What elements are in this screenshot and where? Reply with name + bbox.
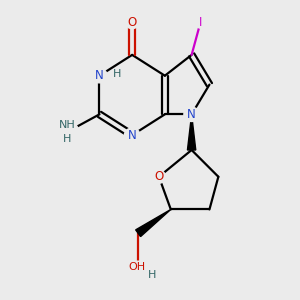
Polygon shape — [136, 209, 171, 237]
Text: N: N — [128, 129, 136, 142]
Text: OH: OH — [128, 262, 145, 272]
Text: H: H — [148, 270, 157, 280]
Text: N: N — [95, 69, 104, 82]
Polygon shape — [188, 114, 196, 150]
Text: H: H — [63, 134, 71, 144]
Text: O: O — [128, 16, 137, 29]
Text: O: O — [154, 170, 164, 183]
Ellipse shape — [92, 69, 107, 83]
Ellipse shape — [55, 121, 79, 143]
Ellipse shape — [126, 16, 139, 29]
Text: N: N — [187, 108, 196, 121]
Ellipse shape — [195, 16, 206, 28]
Ellipse shape — [129, 261, 148, 277]
Ellipse shape — [152, 170, 166, 183]
Text: NH: NH — [58, 120, 75, 130]
Text: H: H — [112, 69, 121, 79]
Ellipse shape — [124, 128, 140, 142]
Ellipse shape — [184, 107, 199, 122]
Text: I: I — [199, 16, 202, 29]
